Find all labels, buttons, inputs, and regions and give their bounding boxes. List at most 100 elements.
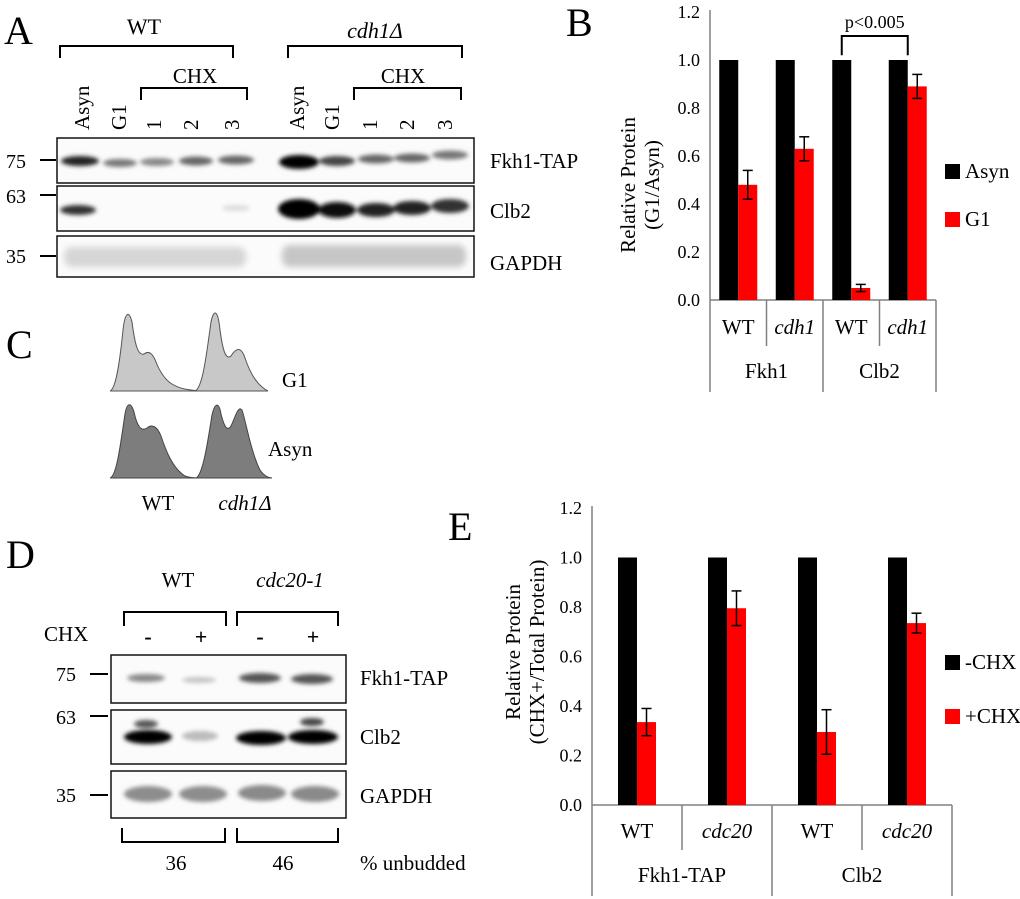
lane-label: - xyxy=(256,624,263,649)
band-label-fkh1-tap: Fkh1-TAP xyxy=(360,666,448,690)
band xyxy=(319,156,355,166)
bands-fkh1-tap xyxy=(127,673,333,684)
x-category-label: WT xyxy=(722,315,755,339)
bands-gapdh xyxy=(124,785,339,802)
band xyxy=(124,786,172,802)
band xyxy=(222,205,250,211)
chx-label-wt: CHX xyxy=(173,64,217,88)
histogram-wt-asyn xyxy=(109,404,201,479)
chx-bracket-wt xyxy=(140,87,248,100)
lane-label: + xyxy=(195,624,208,649)
legend-swatch xyxy=(945,212,960,227)
significance-label: p<0.005 xyxy=(845,12,905,32)
flow-col-label-cdh1: cdh1Δ xyxy=(218,491,271,515)
lane-label: 3 xyxy=(220,120,244,131)
bar-chx-2 xyxy=(798,557,817,805)
bands-clb2 xyxy=(124,718,338,745)
lane-label: 2 xyxy=(395,120,419,131)
band xyxy=(278,199,320,219)
group-label-cdh1: cdh1Δ xyxy=(347,18,403,43)
y-axis-title: (CHX+/Total Protein) xyxy=(525,560,549,745)
panel-a: A WT cdh1Δ CHX CHX Asyn G1 1 2 3 Asyn G1… xyxy=(4,8,578,278)
x-group-label: Clb2 xyxy=(842,863,883,887)
band xyxy=(432,150,468,160)
group-label-wt: WT xyxy=(162,568,195,592)
flow-row-label-asyn: Asyn xyxy=(268,437,313,461)
y-tick-label: 1.2 xyxy=(560,498,583,518)
y-tick-label: 0.2 xyxy=(560,746,583,766)
bar-g1-3 xyxy=(907,86,927,301)
unbudded-label: % unbudded xyxy=(360,851,466,875)
chx-label: CHX xyxy=(44,622,88,646)
lane-label: G1 xyxy=(320,104,344,130)
y-tick-label: 1.2 xyxy=(678,2,701,22)
band xyxy=(179,786,227,802)
panel-c: C G1 Asyn WT cdh1Δ xyxy=(6,312,313,515)
bar-chx-0 xyxy=(637,722,656,805)
band xyxy=(236,731,286,745)
histogram-wt-g1 xyxy=(109,314,201,392)
band xyxy=(124,730,172,744)
y-axis-title: Relative Protein xyxy=(616,117,640,253)
lane-label: - xyxy=(144,624,151,649)
bands-clb2 xyxy=(60,199,469,219)
y-tick-label: 0.8 xyxy=(678,98,701,118)
band-label-clb2: Clb2 xyxy=(490,199,531,223)
group-bracket-cdh1 xyxy=(287,45,463,58)
y-tick-label: 0.0 xyxy=(560,795,583,815)
lane-label: 3 xyxy=(433,120,457,131)
band xyxy=(279,155,319,169)
y-tick-label: 1.0 xyxy=(678,50,701,70)
panel-d: D WT cdc20-1 CHX - + - + 75 63 35 xyxy=(6,532,466,875)
band xyxy=(300,718,324,726)
panel-letter-e: E xyxy=(448,504,472,549)
marker-35: 35 xyxy=(6,246,26,268)
panel-e: E 0.0 0.2 0.4 0.6 0.8 1.0 1.2 Relative Protein(… xyxy=(448,498,1020,896)
band xyxy=(134,720,158,728)
x-category-label: cdh1 xyxy=(774,315,815,339)
bar-chx-2 xyxy=(817,731,836,805)
marker-63: 63 xyxy=(6,186,26,208)
flow-col-label-wt: WT xyxy=(142,491,175,515)
legend-swatch xyxy=(945,164,960,179)
band xyxy=(318,202,356,218)
group-bracket-wt xyxy=(123,611,227,626)
x-group-label: Fkh1 xyxy=(745,359,788,383)
y-tick-label: 1.0 xyxy=(560,548,583,568)
band xyxy=(127,674,165,682)
band xyxy=(239,673,281,683)
lane-label: 2 xyxy=(179,120,203,131)
panel-letter-c: C xyxy=(6,322,33,367)
lane-label: Asyn xyxy=(70,85,94,130)
group-bracket-cdc20 xyxy=(236,611,339,626)
histogram-cdh1-asyn xyxy=(195,404,273,479)
bar-asyn-3 xyxy=(888,60,908,300)
bar-asyn-0 xyxy=(719,60,739,300)
band xyxy=(182,731,218,741)
y-tick-label: 0.0 xyxy=(678,290,701,310)
chx-label-cdh1: CHX xyxy=(381,64,425,88)
x-category-label: cdc20 xyxy=(702,819,753,843)
y-tick-label: 0.2 xyxy=(678,242,701,262)
chart-b: 0.0 0.2 0.4 0.6 0.8 1.0 1.2 Relative Protein (G1… xyxy=(616,2,1010,392)
legend-swatch xyxy=(945,655,960,670)
bar-g1-0 xyxy=(738,184,758,300)
lane-label: 1 xyxy=(358,120,382,131)
y-axis-title: Relative Protein xyxy=(501,584,525,720)
legend-label: G1 xyxy=(965,207,991,231)
marker-75: 75 xyxy=(6,151,26,173)
y-tick-label: 0.6 xyxy=(560,647,583,667)
bar-chx-3 xyxy=(888,557,907,805)
unbudded-bracket-wt xyxy=(121,828,226,843)
group-label-cdc20: cdc20-1 xyxy=(256,568,324,592)
panel-letter-d: D xyxy=(6,532,35,577)
group-label-wt: WT xyxy=(127,14,162,39)
band xyxy=(61,156,99,166)
significance-bracket xyxy=(840,35,909,56)
bar-asyn-2 xyxy=(832,60,852,300)
bar-asyn-1 xyxy=(775,60,795,300)
lane-label: 1 xyxy=(142,120,166,131)
band xyxy=(291,786,339,802)
band xyxy=(179,156,213,166)
